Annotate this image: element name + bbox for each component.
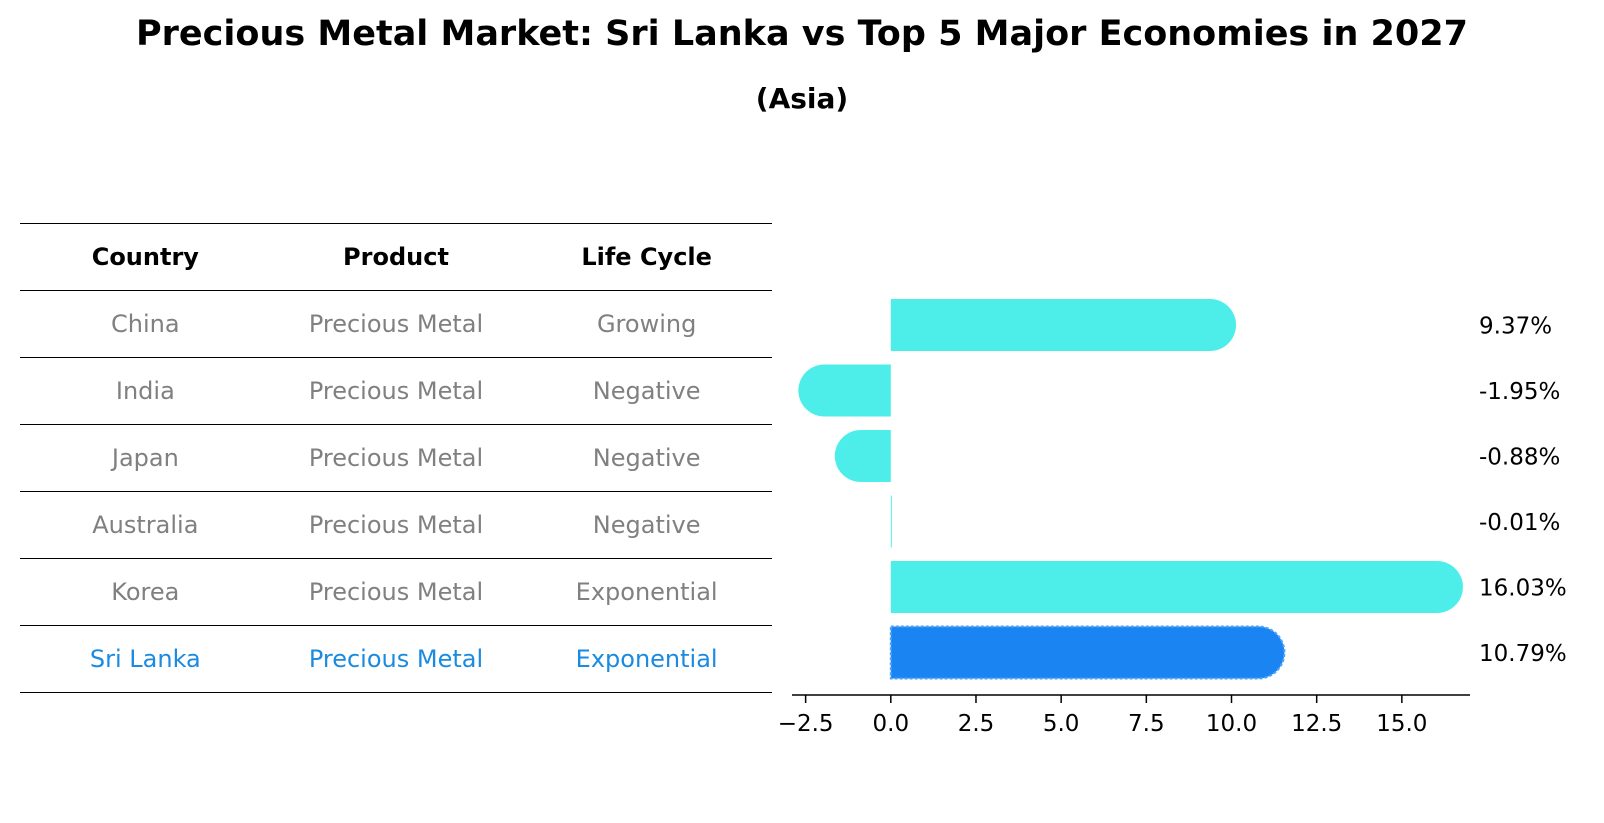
data-label: -1.95% [1479,379,1560,405]
header-product: Product [343,243,449,271]
chart-subtitle: (Asia) [755,82,849,115]
table-row: India Precious Metal Negative [20,357,772,424]
cell-life-cycle: Exponential [575,645,718,673]
header-country: Country [91,243,199,271]
header-life-cycle: Life Cycle [581,243,712,271]
bar-india [798,364,891,417]
cell-product: Precious Metal [308,645,484,673]
x-tick-label: 0.0 [873,711,910,737]
x-tick-label: 15.0 [1376,711,1427,737]
x-tick-label: 2.5 [958,711,995,737]
bar-japan [834,430,891,482]
cell-product: Precious Metal [308,377,484,405]
cell-country: India [115,377,175,405]
x-tick-label: 7.5 [1128,711,1165,737]
table-row: Japan Precious Metal Negative [20,424,772,491]
cell-country: Australia [92,511,199,539]
table-row: China Precious Metal Growing [20,290,772,357]
bar-australia [890,495,892,548]
table-row-highlight: Sri Lanka Precious Metal Exponential [20,625,772,693]
data-label: 9.37% [1479,314,1552,340]
bar-china [890,299,1237,351]
cell-life-cycle: Growing [596,310,697,338]
cell-product: Precious Metal [308,578,484,606]
bar-sri-lanka [889,625,1286,680]
cell-country: China [111,310,180,338]
cell-product: Precious Metal [308,310,484,338]
table-row: Australia Precious Metal Negative [20,491,772,558]
data-label: -0.01% [1479,510,1560,536]
x-tick-label: −2.5 [778,711,834,737]
x-tick-label: 10.0 [1206,711,1257,737]
cell-life-cycle: Negative [592,511,701,539]
table-header-row: Country Product Life Cycle [20,223,772,290]
cell-product: Precious Metal [308,444,484,472]
data-table: Country Product Life Cycle China Preciou… [20,223,772,693]
x-tick-label: 5.0 [1043,711,1080,737]
cell-country: Japan [111,444,179,472]
cell-life-cycle: Exponential [575,578,718,606]
chart-title: Precious Metal Market: Sri Lanka vs Top … [136,14,1468,54]
x-tick-label: 12.5 [1291,711,1342,737]
bar-korea [890,561,1463,613]
cell-product: Precious Metal [308,511,484,539]
data-label: 16.03% [1479,576,1567,602]
cell-life-cycle: Negative [592,377,701,405]
data-label: 10.79% [1479,641,1567,667]
cell-country: Korea [111,578,180,606]
cell-country: Sri Lanka [89,645,201,673]
cell-life-cycle: Negative [592,444,701,472]
data-label: -0.88% [1479,445,1560,471]
table-row: Korea Precious Metal Exponential [20,558,772,625]
